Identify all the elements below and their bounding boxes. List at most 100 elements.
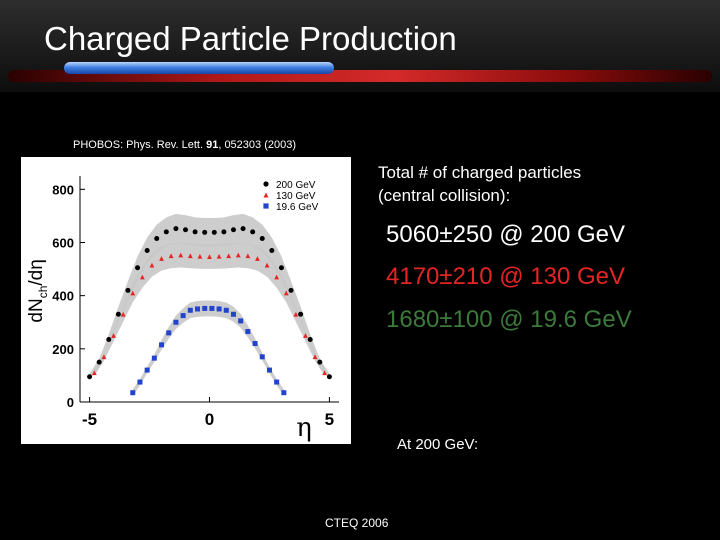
data-point <box>178 252 184 258</box>
data-point <box>230 311 236 317</box>
series-2 <box>130 305 287 396</box>
slide-title: Charged Particle Production <box>44 20 457 57</box>
data-point <box>288 287 294 293</box>
data-point <box>183 227 189 233</box>
data-point <box>187 307 193 313</box>
data-point <box>255 256 260 261</box>
y-tick-label: 600 <box>52 235 74 250</box>
value-200-gev: 5060±250 @ 200 GeV <box>386 221 626 248</box>
data-point <box>238 318 244 324</box>
data-point <box>106 337 112 343</box>
data-point <box>278 265 284 271</box>
data-point <box>259 236 265 241</box>
data-point <box>264 262 270 268</box>
legend-label-0: 200 GeV <box>276 180 316 191</box>
at-200-gev-label: At 200 GeV: <box>397 436 479 453</box>
data-point <box>87 374 93 380</box>
legend-marker-2 <box>263 203 269 209</box>
uncertainty-bands <box>89 213 330 396</box>
data-point <box>159 256 164 261</box>
data-point <box>240 226 246 232</box>
x-tick-label: 5 <box>325 410 334 429</box>
data-point <box>317 359 323 365</box>
data-point <box>283 290 289 296</box>
slide-footer: CTEQ 2006 <box>325 516 389 530</box>
data-point <box>111 333 116 338</box>
data-point <box>207 254 212 259</box>
header-blue-bar <box>64 62 334 74</box>
data-point <box>197 253 203 259</box>
y-axis-label-box: dNch/dη <box>21 157 50 444</box>
data-point <box>221 229 227 235</box>
data-point <box>245 253 251 259</box>
x-tick-label: 0 <box>205 410 214 429</box>
data-point <box>259 354 265 360</box>
y-axis-label-sub: ch <box>35 285 50 299</box>
data-point <box>144 367 150 373</box>
y-tick-label: 400 <box>52 289 74 304</box>
data-point <box>130 290 136 296</box>
data-point <box>216 253 222 259</box>
data-point <box>139 274 145 280</box>
data-point <box>192 229 198 235</box>
reference-citation: PHOBOS: Phys. Rev. Lett. 91, 052303 (200… <box>73 139 296 151</box>
value-130-gev: 4170±210 @ 130 GeV <box>386 263 626 290</box>
data-point <box>92 370 97 376</box>
data-point <box>274 379 280 385</box>
data-point <box>230 227 236 233</box>
data-point <box>209 305 215 311</box>
data-point <box>135 265 141 271</box>
data-point <box>151 355 157 361</box>
data-point <box>202 305 208 311</box>
data-point <box>144 247 150 253</box>
axes: 0 200 400 600 800 -5 0 5η <box>52 176 339 443</box>
data-point <box>101 354 107 360</box>
total-line-2: (central collision): <box>378 186 511 205</box>
reference-volume: 91 <box>206 139 219 151</box>
data-point <box>281 390 287 396</box>
data-point <box>173 226 179 232</box>
chart-panel: 0 200 400 600 800 -5 0 5 η 200 GeV 130 GeV 19.6 Ge… <box>21 157 351 444</box>
data-point <box>166 330 172 336</box>
data-point <box>293 311 299 317</box>
data-point <box>250 229 256 235</box>
data-point <box>202 229 208 235</box>
data-point <box>180 313 186 319</box>
x-tick-label: -5 <box>82 410 97 429</box>
total-line-1: Total # of charged particles <box>378 163 582 182</box>
data-point <box>125 287 131 293</box>
y-tick-label: 0 <box>67 395 74 410</box>
reference-suffix: , 052303 (2003) <box>218 139 296 151</box>
data-point <box>130 390 136 396</box>
data-point <box>322 370 327 376</box>
x-axis-label: η <box>296 413 312 443</box>
data-point <box>195 306 201 312</box>
data-point <box>307 337 313 343</box>
data-point <box>211 229 217 235</box>
y-tick-label: 800 <box>52 182 74 197</box>
data-point <box>245 329 251 335</box>
data-point <box>326 374 332 380</box>
data-point <box>252 341 258 347</box>
data-point <box>96 359 102 365</box>
data-point <box>173 319 179 325</box>
data-point <box>223 307 229 313</box>
uncertainty-band-0 <box>89 213 330 380</box>
data-point <box>226 253 232 259</box>
data-point <box>312 354 318 360</box>
legend-marker-1 <box>263 192 269 198</box>
uncertainty-band-2 <box>132 300 284 396</box>
data-point <box>115 311 121 317</box>
data-point <box>159 342 165 348</box>
data-point <box>187 253 193 259</box>
legend-marker-0 <box>263 181 269 187</box>
data-point <box>163 229 169 235</box>
data-point <box>298 311 304 317</box>
data-point <box>120 311 126 317</box>
data-point <box>235 252 241 258</box>
legend-label-2: 19.6 GeV <box>276 202 319 213</box>
y-axis-label: dNch/dη <box>26 166 50 416</box>
data-point <box>269 247 275 253</box>
